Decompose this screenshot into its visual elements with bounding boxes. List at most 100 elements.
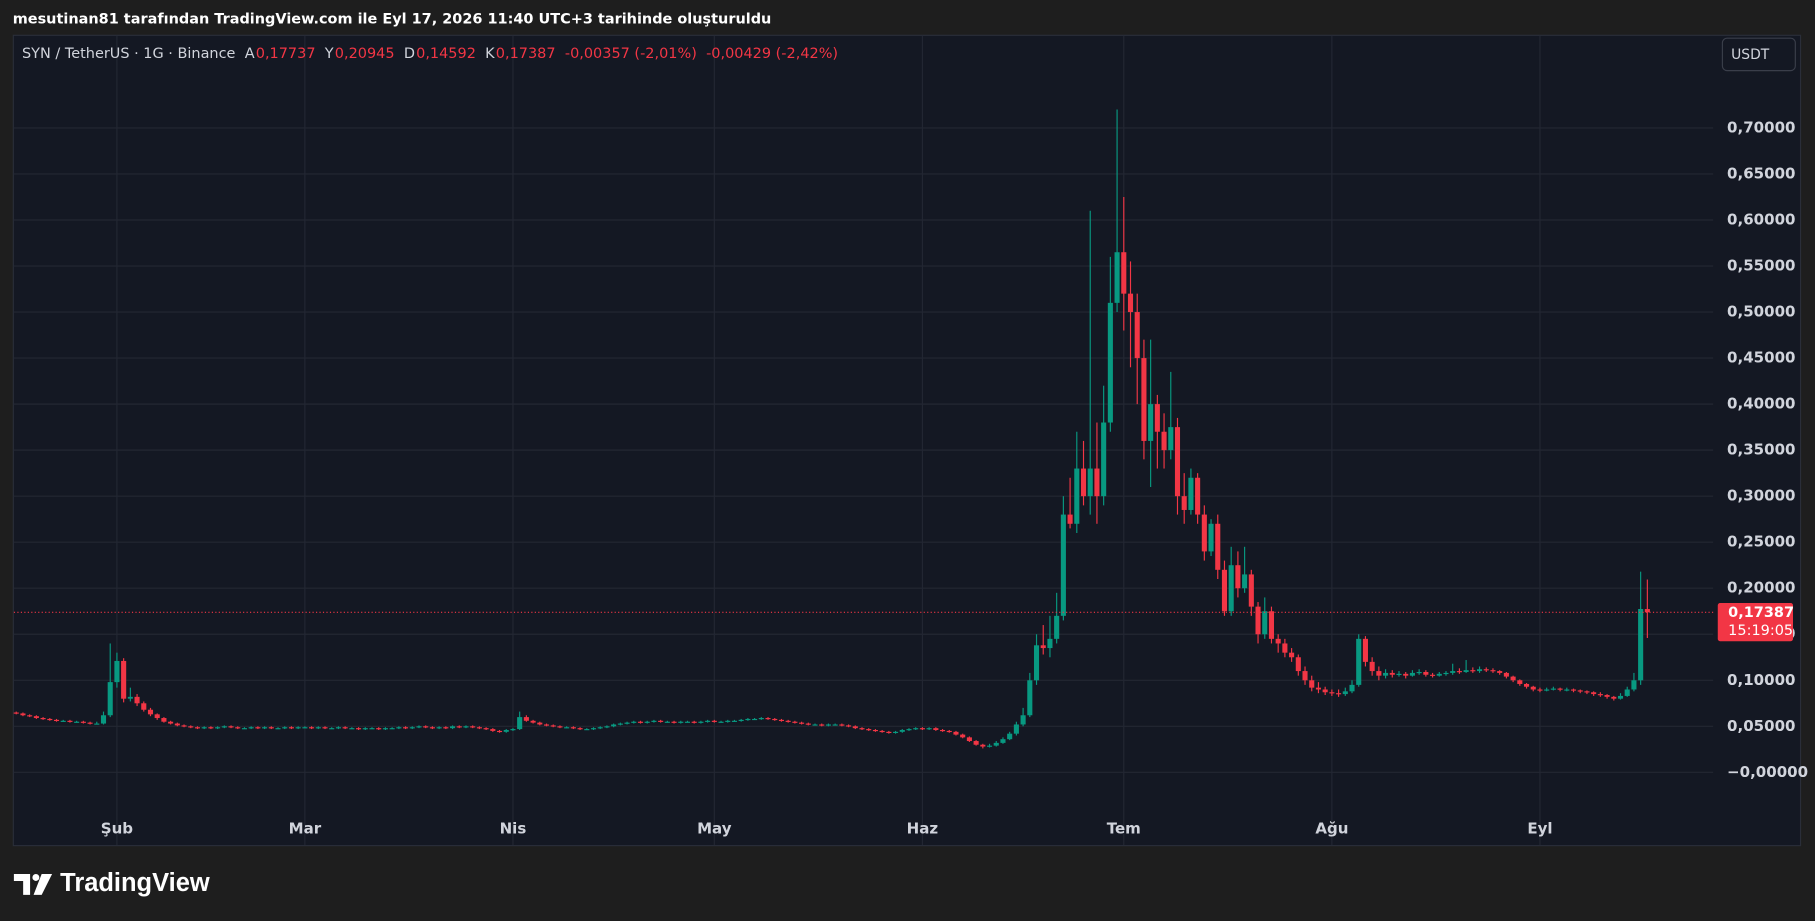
candle-body [986,745,993,747]
candle-body [94,723,100,725]
y-tick-label: 0,25000 [1727,533,1795,551]
candle-body [799,722,805,724]
overlay: 0,17387 15:19:05 SYN / TetherUS · 1G · Bin… [13,46,1794,642]
candle-body [1295,657,1301,672]
candle-body [1530,686,1536,690]
candle-body [1040,645,1046,649]
y-tick-label: −0,00000 [1727,763,1808,781]
candle-body [899,729,905,732]
candle-body [1107,302,1113,423]
candle-body [664,721,670,723]
candle-body [1503,672,1509,677]
candle-body [80,721,86,723]
candle-body [946,730,952,733]
legend-key: A [245,46,255,62]
candle-body [1423,671,1429,675]
candle-body [1349,684,1355,692]
candle-body [1631,680,1637,690]
candle-body [752,718,758,721]
candle-body [53,719,60,722]
candle-body [127,696,133,699]
candle-body [1436,673,1442,676]
credit: mesutinan81 tarafından TradingView.com i… [13,12,772,28]
legend-value: 0,14592 [416,46,476,62]
candle-body [1450,671,1456,673]
candle-body [1550,688,1556,690]
candle-body [1597,694,1603,696]
candle-body [262,727,268,729]
y-tick-label: 0,30000 [1727,487,1795,505]
candle-body [255,727,261,729]
candle-body [711,720,717,722]
candle-body [966,737,972,742]
candle-body [805,723,811,725]
candle-body [60,720,66,722]
candle-body [1154,404,1160,432]
candle-body [1638,608,1644,681]
candle-body [812,724,818,726]
candle-body [268,727,274,729]
candle-body [47,718,53,721]
candle-body [953,731,959,735]
candle-body [1080,468,1087,497]
x-tick-label: Tem [1107,819,1141,837]
candle-body [456,726,462,728]
currency[interactable]: USDT [1731,47,1770,63]
candle-body [1013,724,1019,734]
candle-body [1201,514,1207,552]
candle-body [557,726,563,728]
candle-body [906,729,912,731]
candle-body [20,713,26,716]
candle-body [1604,695,1610,697]
candle-body [772,718,778,721]
candle-body [389,728,395,730]
candle-body [1383,672,1389,676]
candle-body [1483,669,1489,671]
candle-body [1161,431,1167,451]
y-tick-label: 0,65000 [1727,164,1795,182]
candle-body [174,723,180,726]
candle-body [1389,672,1395,675]
candle-body [1033,645,1040,681]
candle-body [241,728,248,730]
candle-body [678,721,684,723]
candle-body [356,728,362,730]
candle-body [1490,670,1496,672]
candle-body [691,721,697,723]
candle-body [517,717,523,730]
candle-body [893,731,899,733]
candle-body [376,728,382,730]
candle-body [1208,523,1214,552]
candle-body [275,728,281,730]
currency-button[interactable] [1721,37,1796,72]
candle-body [295,727,301,729]
candle-body [1101,422,1107,497]
candle-body [396,727,402,729]
last-price-label: 0,17387 [1728,605,1794,621]
candle-body [13,712,19,714]
candle-body [819,724,825,726]
candle-body [1262,611,1268,635]
candle-body [1235,565,1241,589]
candle-body [1376,671,1382,676]
candle-body [1174,427,1181,497]
candle-body [329,728,335,730]
candle-body [590,728,597,730]
y-tick-label: 0,60000 [1727,210,1795,228]
candle-body [349,728,355,730]
candle-body [1054,615,1060,639]
candle-body [335,727,341,729]
candle-body [1087,468,1093,497]
candle-body [658,720,664,722]
candle-body [449,726,456,729]
candle-body [147,709,154,715]
candle-body [839,724,845,726]
candle-body [315,727,321,729]
candle-body [67,720,73,722]
candle-body [913,728,919,730]
candle-body [785,720,791,722]
candle-body [369,728,375,730]
candle-body [1517,680,1523,684]
candle-body [1497,671,1503,673]
